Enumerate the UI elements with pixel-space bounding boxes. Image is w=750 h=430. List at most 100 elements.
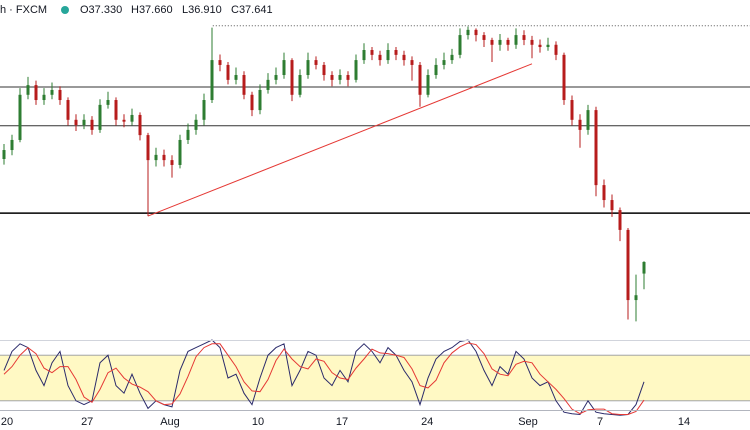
x-tick-label: 10 bbox=[252, 416, 264, 428]
time-axis: 20 27 Aug 10 17 24 Sep 7 14 bbox=[1, 416, 690, 428]
candle-body bbox=[378, 54, 382, 61]
candle-body bbox=[42, 94, 46, 101]
candle-body bbox=[266, 79, 270, 90]
candle-body bbox=[34, 85, 38, 101]
candle-body bbox=[178, 139, 182, 165]
x-tick-label: 27 bbox=[81, 416, 93, 428]
x-tick-label: 20 bbox=[1, 416, 13, 428]
candle-body bbox=[322, 64, 326, 76]
candle-body bbox=[554, 44, 558, 55]
candle-body bbox=[458, 35, 462, 55]
candle-body bbox=[418, 64, 422, 95]
x-tick-label: 14 bbox=[678, 416, 690, 428]
stochastic-line bbox=[3, 339, 645, 416]
candle-body bbox=[226, 64, 230, 80]
candle-body bbox=[522, 35, 526, 40]
candle-body bbox=[122, 119, 126, 122]
candle-body bbox=[2, 150, 6, 159]
status-dot bbox=[61, 6, 69, 14]
candle-body bbox=[106, 100, 110, 105]
candle-body bbox=[210, 60, 214, 101]
x-tick-label: 7 bbox=[597, 416, 603, 428]
candle-body bbox=[618, 210, 622, 230]
candle-body bbox=[498, 39, 502, 45]
candle-body bbox=[290, 60, 294, 95]
candle-body bbox=[538, 44, 542, 48]
ohlc-low: L36.910 bbox=[182, 4, 222, 16]
candle-body bbox=[514, 35, 518, 45]
candle-body bbox=[594, 110, 598, 186]
candle-body bbox=[306, 60, 310, 76]
candle-body bbox=[202, 100, 206, 120]
trendline bbox=[147, 63, 533, 217]
candle-body bbox=[194, 119, 198, 130]
candle-body bbox=[386, 50, 390, 61]
x-tick-label: 24 bbox=[421, 416, 433, 428]
ohlc-high: H37.660 bbox=[131, 4, 173, 16]
candle-body bbox=[146, 135, 150, 161]
candle-body bbox=[242, 75, 246, 95]
candle-body bbox=[634, 295, 638, 301]
candle-body bbox=[90, 119, 94, 130]
candle-body bbox=[346, 75, 350, 80]
candle-body bbox=[50, 89, 54, 95]
candle-body bbox=[26, 85, 30, 95]
ohlc-close: C37.641 bbox=[231, 4, 273, 16]
stochastic-line bbox=[3, 342, 645, 415]
candle-body bbox=[530, 39, 534, 45]
candle-body bbox=[162, 154, 166, 161]
candle-body bbox=[450, 54, 454, 61]
candle-body bbox=[330, 75, 334, 80]
candle-body bbox=[114, 100, 118, 120]
candle-body bbox=[482, 35, 486, 40]
candle-body bbox=[18, 94, 22, 140]
candle-body bbox=[82, 119, 86, 126]
candle-body bbox=[394, 50, 398, 55]
x-tick-label: Aug bbox=[160, 416, 180, 428]
candle-body bbox=[258, 89, 262, 111]
candle-body bbox=[562, 54, 566, 101]
x-tick-label: Sep bbox=[518, 416, 538, 428]
candle-body bbox=[474, 29, 478, 36]
candle-body bbox=[338, 75, 342, 80]
candle-body bbox=[154, 154, 158, 161]
candle-body bbox=[274, 75, 278, 80]
candle-body bbox=[370, 50, 374, 55]
candle-body bbox=[586, 110, 590, 130]
price-pane bbox=[0, 25, 750, 322]
candle-body bbox=[362, 50, 366, 61]
candle-body bbox=[354, 60, 358, 80]
candle-body bbox=[170, 160, 174, 165]
candle-body bbox=[282, 60, 286, 76]
x-tick-label: 17 bbox=[336, 416, 348, 428]
candle-body bbox=[626, 229, 630, 301]
candle-body bbox=[490, 39, 494, 45]
candle-body bbox=[58, 89, 62, 101]
candle-body bbox=[570, 100, 574, 120]
candle-body bbox=[506, 39, 510, 45]
candle-body bbox=[578, 119, 582, 130]
candle-body bbox=[74, 119, 78, 126]
candle-body bbox=[138, 114, 142, 136]
stochastic-pane bbox=[0, 339, 750, 416]
candle-body bbox=[426, 75, 430, 95]
candle-body bbox=[642, 261, 646, 274]
candle-body bbox=[314, 60, 318, 65]
candle-body bbox=[466, 29, 470, 36]
candle-body bbox=[186, 129, 190, 140]
candle-body bbox=[250, 94, 254, 111]
candle-body bbox=[218, 60, 222, 65]
symbol-label: h · FXCM bbox=[0, 4, 47, 16]
candle-body bbox=[602, 185, 606, 201]
candle-body bbox=[98, 104, 102, 130]
candle-body bbox=[66, 100, 70, 120]
candle-body bbox=[410, 60, 414, 65]
candle-body bbox=[546, 44, 550, 48]
candle-body bbox=[10, 139, 14, 151]
candle-body bbox=[298, 75, 302, 95]
stochastic-band bbox=[0, 355, 750, 401]
candle-body bbox=[130, 114, 134, 122]
candle-body bbox=[434, 64, 438, 76]
